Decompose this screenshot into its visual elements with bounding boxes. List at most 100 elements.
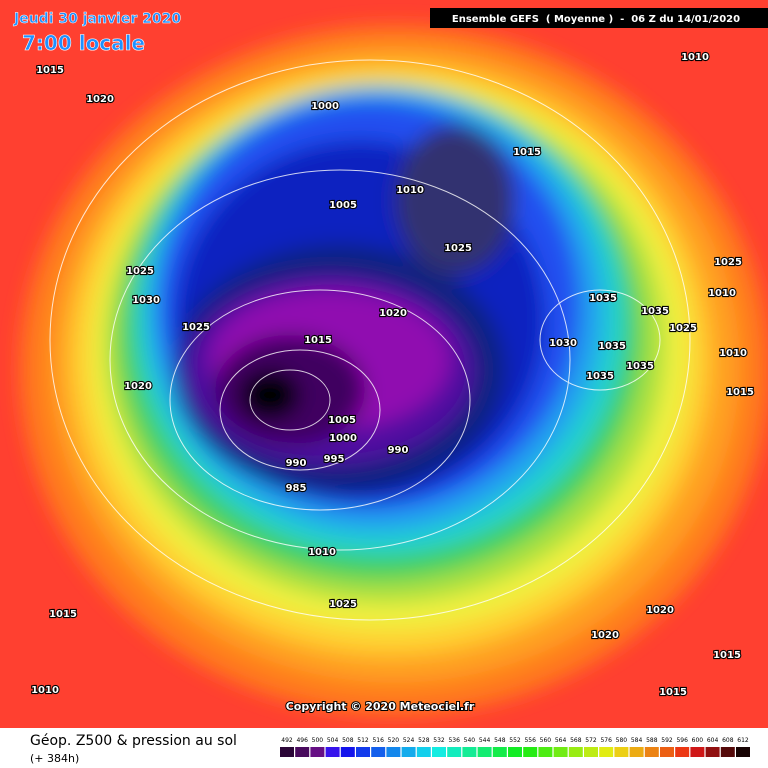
scale-label: 548: [494, 737, 506, 744]
scale-label: 528: [418, 737, 430, 744]
scale-label: 600: [692, 737, 704, 744]
scale-swatch: [644, 747, 659, 757]
isobar-label: 1035: [626, 361, 654, 372]
scale-swatch: [675, 747, 690, 757]
isobar-label: 1025: [669, 323, 697, 334]
isobar-label: 1010: [719, 348, 747, 359]
scale-swatch: [295, 747, 310, 757]
date: Jeudi 30 janvier 2020: [13, 11, 181, 27]
scale-swatch: [492, 747, 507, 757]
lead-time: (+ 384h): [30, 752, 79, 765]
scale-label: 552: [509, 737, 521, 744]
isobar-label: 1010: [681, 52, 709, 63]
isobar-label: 1015: [49, 609, 77, 620]
scale-swatch: [568, 747, 583, 757]
scale-swatch: [720, 747, 735, 757]
scale-swatch: [599, 747, 614, 757]
isobar-label: 995: [324, 454, 345, 465]
isobar-label: 1010: [308, 547, 336, 558]
scale-label: 564: [555, 737, 567, 744]
isobar-label: 1005: [329, 200, 357, 211]
copyright: Copyright © 2020 Meteociel.fr: [286, 700, 475, 713]
scale-label: 612: [737, 737, 749, 744]
isobar-label: 1010: [396, 185, 424, 196]
scale-label: 584: [631, 737, 643, 744]
scale-swatch: [553, 747, 568, 757]
isobar-label: 1015: [726, 387, 754, 398]
isobar-label: 1020: [124, 381, 152, 392]
scale-swatch: [416, 747, 431, 757]
scale-label: 520: [388, 737, 400, 744]
isobars: [49, 59, 691, 621]
isobar-labels: 1015 1020 1000 1015 1010 1005 1025 1025 1030 1025…: [30, 51, 755, 699]
scale-swatch: [508, 747, 522, 757]
scale-swatch: [356, 747, 370, 757]
scale-swatch: [462, 747, 477, 757]
isobar-label: 1015: [36, 65, 64, 76]
isobar-label: 990: [388, 445, 409, 456]
scale-swatch: [447, 747, 462, 757]
isobar-label: 1035: [598, 341, 626, 352]
model-info: Ensemble GEFS ( Moyenne ) - 06 Z du 14/0…: [452, 14, 740, 25]
scale-swatch: [584, 747, 598, 757]
scale-label: 604: [707, 737, 719, 744]
isobar-label: 1025: [444, 243, 472, 254]
scale-label: 580: [616, 737, 628, 744]
isobar-label: 1005: [328, 415, 356, 426]
color-scale: 492 496 500 504 508 512 516 520 524 528 532 536 540 5…: [280, 737, 750, 757]
scale-swatch: [614, 747, 629, 757]
scale-swatch: [523, 747, 538, 757]
scale-label: 572: [585, 737, 597, 744]
scale-swatch: [629, 747, 644, 757]
model-banner: [430, 8, 768, 28]
scale-label: 500: [312, 737, 324, 744]
scale-swatch: [705, 747, 720, 757]
local-time: 7:00 locale: [22, 31, 145, 55]
isobar-label: 1035: [589, 293, 617, 304]
isobar-label: 1020: [591, 630, 619, 641]
scale-label: 588: [646, 737, 658, 744]
scale-label: 524: [403, 737, 415, 744]
isobar-label: 1020: [379, 308, 407, 319]
scale-label: 556: [524, 737, 536, 744]
scale-swatch: [325, 747, 340, 757]
footer-title: Géop. Z500 & pression au sol: [30, 733, 237, 749]
scale-label: 512: [357, 737, 369, 744]
scale-label: 568: [570, 737, 582, 744]
scale-label: 492: [281, 737, 293, 744]
scale-label: 536: [448, 737, 460, 744]
isobar-label: 1030: [549, 338, 577, 349]
scale-label: 496: [296, 737, 308, 744]
isobar-label: 1035: [586, 371, 614, 382]
isobar-label: 1020: [646, 605, 674, 616]
scale-label: 516: [372, 737, 384, 744]
scale-label: 592: [661, 737, 673, 744]
scale-swatch: [660, 747, 674, 757]
scale-swatch: [477, 747, 492, 757]
scale-swatch: [690, 747, 705, 757]
scale-swatch: [386, 747, 401, 757]
isobar-label: 985: [286, 483, 307, 494]
scale-swatch: [401, 747, 416, 757]
scale-label: 540: [464, 737, 476, 744]
isobar-label: 1025: [329, 599, 357, 610]
scale-label: 544: [479, 737, 491, 744]
scale-label: 532: [433, 737, 445, 744]
isobar-label: 1025: [714, 257, 742, 268]
geopotential-field: [20, 25, 768, 715]
scale-swatch: [432, 747, 446, 757]
scale-label: 508: [342, 737, 354, 744]
isobar-label: 1020: [86, 94, 114, 105]
isobar-label: 1010: [31, 685, 59, 696]
isobar-label: 1015: [713, 650, 741, 661]
scale-swatch: [538, 747, 553, 757]
isobar-label: 1010: [708, 288, 736, 299]
isobar-label: 1015: [659, 687, 687, 698]
scale-label: 560: [540, 737, 552, 744]
isobar-label: 1025: [182, 322, 210, 333]
isobar-label: 1000: [311, 101, 339, 112]
isobar-label: 1025: [126, 266, 154, 277]
isobar-label: 1000: [329, 433, 357, 444]
isobar-label: 1015: [513, 147, 541, 158]
